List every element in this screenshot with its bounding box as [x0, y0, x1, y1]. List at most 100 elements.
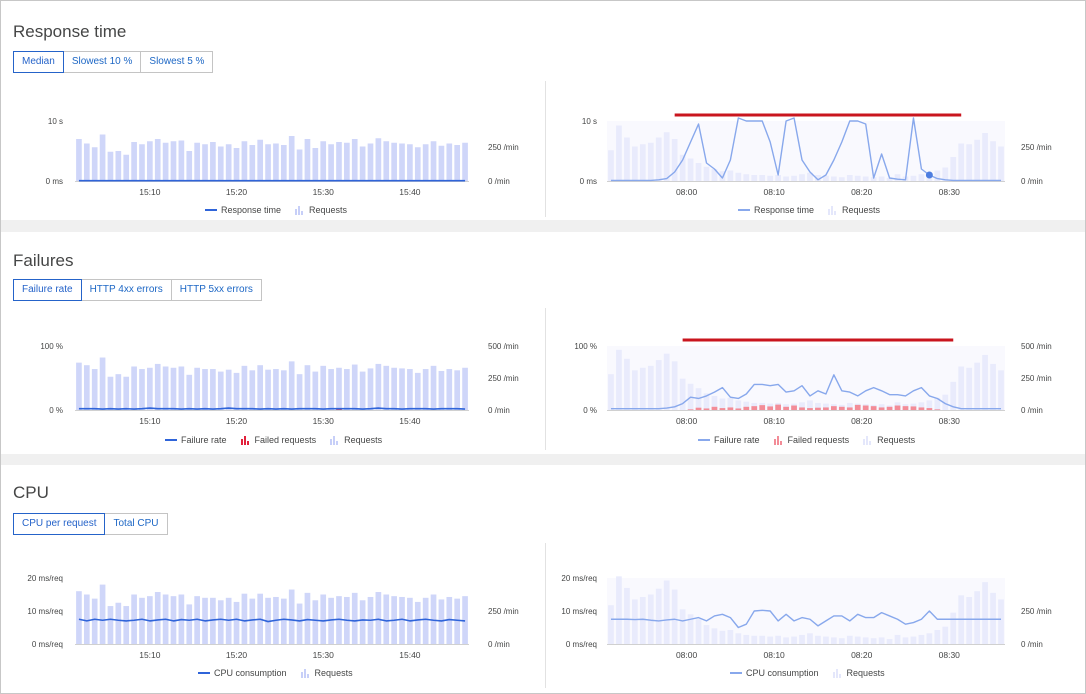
request-bar: [288, 589, 295, 644]
request-bar: [783, 176, 789, 181]
cpu-chart-right[interactable]: 20 ms/req 10 ms/req 0 ms/req 250 /min 0 /min…: [549, 569, 1085, 669]
legend-item-failed-requests[interactable]: Failed requests: [240, 435, 316, 445]
failed-request-bar: [823, 407, 829, 410]
request-bar: [631, 370, 638, 410]
request-bar: [616, 125, 622, 181]
request-bar: [711, 395, 718, 410]
request-bar: [407, 369, 413, 410]
request-bar: [359, 600, 366, 644]
request-bar: [974, 591, 980, 644]
legend-item-cpu-consumption[interactable]: CPU consumption: [198, 668, 287, 678]
y-axis-left-tick: 0 ms/req: [32, 640, 63, 649]
request-bar: [241, 593, 248, 644]
request-bar: [312, 371, 319, 410]
request-bar: [711, 169, 718, 181]
response-time-chart-right[interactable]: 10 s 0 ms 250 /min 0 /min 08:00 08:10 08:20 08:…: [549, 101, 1085, 201]
request-bar: [950, 381, 957, 410]
legend-label: Requests: [877, 435, 916, 445]
request-bar: [233, 148, 240, 181]
request-bar: [727, 629, 734, 645]
request-bar: [170, 367, 177, 410]
tab-slowest-10[interactable]: Slowest 10 %: [63, 51, 142, 73]
request-bar: [966, 144, 973, 181]
response-time-chart-left[interactable]: 10 s 0 ms 250 /min 0 /min 15:10 15:20 15:30 15:…: [1, 101, 541, 201]
request-bar: [147, 596, 153, 644]
y-axis-right-tick: 250 /min: [488, 143, 519, 152]
request-bar: [304, 365, 311, 410]
legend-item-requests[interactable]: Requests: [832, 668, 885, 678]
request-bar: [934, 629, 941, 645]
request-bar: [687, 614, 694, 644]
request-bar: [608, 374, 614, 410]
failed-request-bar: [711, 406, 718, 410]
request-bar: [894, 174, 901, 181]
tab-slowest-5[interactable]: Slowest 5 %: [141, 51, 214, 73]
request-bar: [280, 598, 287, 645]
y-axis-left-tick: 0 ms: [46, 177, 63, 186]
failed-request-bar: [902, 406, 909, 410]
legend-item-failure-rate[interactable]: Failure rate: [698, 435, 760, 445]
tab-median[interactable]: Median: [13, 51, 64, 73]
request-bar: [751, 635, 758, 644]
request-bar: [407, 144, 413, 181]
request-bar: [107, 151, 114, 181]
request-bar: [862, 637, 869, 644]
request-bar: [815, 175, 821, 181]
tab-http-5xx-errors[interactable]: HTTP 5xx errors: [171, 279, 262, 301]
request-bar: [162, 142, 169, 181]
request-bar: [671, 589, 678, 644]
request-bar: [735, 400, 742, 410]
failed-request-bar: [767, 406, 774, 410]
request-bar: [735, 172, 742, 181]
legend-item-response-time[interactable]: Response time: [205, 205, 281, 215]
legend-label: CPU consumption: [746, 668, 819, 678]
legend-item-response-time[interactable]: Response time: [738, 205, 814, 215]
request-bar: [950, 157, 957, 181]
request-bar: [446, 143, 453, 181]
legend-item-cpu-consumption[interactable]: CPU consumption: [730, 668, 819, 678]
request-bar: [99, 584, 106, 644]
legend-label: Requests: [846, 668, 885, 678]
y-axis-right-tick: 250 /min: [488, 374, 519, 383]
legend-item-requests[interactable]: Requests: [300, 668, 353, 678]
request-bar: [703, 625, 710, 644]
request-bar: [304, 592, 311, 644]
request-bar: [966, 596, 973, 644]
cpu-chart-left[interactable]: 20 ms/req 10 ms/req 0 ms/req 250 /min 0 /min…: [1, 569, 541, 669]
request-bar: [383, 594, 390, 644]
failures-chart-left[interactable]: 100 % 0 % 500 /min 250 /min 0 /min 15:10 15:20…: [1, 335, 541, 435]
request-bar: [807, 633, 813, 644]
request-bar: [958, 366, 965, 410]
y-axis-left-tick: 10 ms/req: [561, 607, 597, 616]
request-bar: [202, 369, 208, 410]
legend-item-requests[interactable]: Requests: [295, 205, 347, 215]
request-bar: [894, 634, 901, 644]
tab-failure-rate[interactable]: Failure rate: [13, 279, 82, 301]
y-axis-right-tick: 0 /min: [488, 177, 510, 186]
legend-item-requests[interactable]: Requests: [863, 435, 915, 445]
request-bar: [336, 596, 342, 644]
y-axis-left-tick: 10 s: [48, 117, 63, 126]
request-bar: [799, 402, 805, 410]
failed-request-bar: [910, 406, 917, 410]
request-bar: [854, 636, 861, 644]
request-bar: [217, 146, 224, 181]
legend-label: Requests: [344, 435, 383, 445]
request-bar: [430, 594, 437, 644]
request-bar: [257, 139, 264, 181]
request-bar: [438, 599, 445, 644]
tab-http-4xx-errors[interactable]: HTTP 4xx errors: [81, 279, 172, 301]
failures-tabs: Failure rate HTTP 4xx errors HTTP 5xx er…: [13, 279, 262, 301]
legend-item-requests[interactable]: Requests: [828, 205, 880, 215]
request-bar: [846, 175, 853, 181]
failed-request-bar: [743, 406, 750, 410]
legend-item-requests[interactable]: Requests: [330, 435, 382, 445]
failures-chart-right[interactable]: 100 % 0 % 500 /min 250 /min 0 /min 08:00 08:10…: [549, 335, 1085, 435]
tab-cpu-per-request[interactable]: CPU per request: [13, 513, 106, 535]
legend-item-failed-requests[interactable]: Failed requests: [773, 435, 849, 445]
tab-total-cpu[interactable]: Total CPU: [105, 513, 168, 535]
request-bar: [886, 178, 893, 181]
legend-item-failure-rate[interactable]: Failure rate: [165, 435, 227, 445]
request-bar: [679, 378, 686, 410]
response-time-section: Response time Median Slowest 10 % Slowes…: [1, 1, 1085, 220]
